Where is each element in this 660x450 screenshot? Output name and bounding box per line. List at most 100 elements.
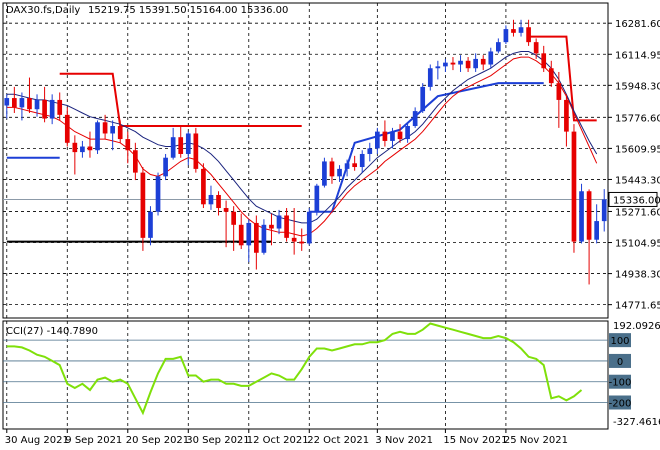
price-tick-label: 15948.30 bbox=[615, 81, 660, 92]
candle-body bbox=[155, 176, 161, 212]
time-tick-label: 3 Nov 2021 bbox=[375, 435, 433, 446]
candles bbox=[4, 19, 607, 285]
candle-body bbox=[72, 142, 78, 153]
candle-body bbox=[27, 98, 32, 110]
cci-level-label: 100 bbox=[610, 336, 629, 347]
grid bbox=[3, 3, 608, 429]
candle-body bbox=[586, 191, 592, 240]
candle-body bbox=[548, 68, 554, 84]
candle-body bbox=[170, 137, 176, 158]
price-tick-label: 15443.30 bbox=[615, 175, 660, 186]
chart-frame bbox=[2, 2, 609, 430]
candle-body bbox=[49, 99, 55, 119]
candle-body bbox=[571, 131, 577, 242]
candle-body bbox=[306, 211, 312, 244]
candle-body bbox=[261, 224, 267, 253]
candle-body bbox=[291, 237, 297, 242]
cci-level-box bbox=[609, 374, 631, 389]
price-tick-label: 16114.95 bbox=[615, 50, 660, 61]
level-red-step bbox=[528, 35, 597, 122]
candle-body bbox=[110, 126, 116, 134]
ohlc-readout: 15219.75 15391.50 15164.00 15336.00 bbox=[88, 5, 288, 16]
price-tick-label: 14771.65 bbox=[615, 301, 660, 312]
candle-body bbox=[337, 168, 342, 177]
candle-body bbox=[412, 111, 418, 127]
candle-body bbox=[322, 161, 327, 186]
candle-body bbox=[276, 215, 282, 229]
price-tick-label: 14938.30 bbox=[615, 270, 660, 281]
cci-min-label: -327.4616 bbox=[613, 417, 660, 428]
cci-panel: 100 0 -100 -200 192.0926 -327.4616 bbox=[3, 321, 660, 428]
candle-body bbox=[533, 42, 539, 54]
candle-body bbox=[193, 133, 199, 169]
candle-body bbox=[102, 122, 108, 134]
candle-body bbox=[246, 222, 252, 246]
candle-body bbox=[284, 215, 289, 238]
candle-body bbox=[397, 131, 403, 140]
candle-body bbox=[231, 211, 237, 225]
candle-body bbox=[344, 163, 350, 169]
candle-body bbox=[64, 114, 70, 143]
cci-level-box bbox=[609, 353, 631, 368]
cci-level-label: -200 bbox=[609, 399, 632, 410]
candle-body bbox=[352, 163, 358, 168]
candle-body bbox=[223, 208, 229, 212]
candle-body bbox=[458, 60, 463, 65]
candle-body bbox=[132, 150, 138, 173]
candle-body bbox=[465, 60, 471, 69]
price-tick-label: 15776.60 bbox=[615, 113, 660, 124]
cci-level-box bbox=[609, 333, 631, 348]
candle-body bbox=[148, 211, 153, 238]
candle-body bbox=[80, 146, 85, 153]
candle-body bbox=[526, 27, 531, 43]
candle-body bbox=[87, 146, 93, 151]
candle-body bbox=[473, 58, 479, 69]
candle-body bbox=[34, 99, 40, 110]
candle-body bbox=[329, 161, 335, 177]
time-tick-label: 30 Aug 2021 bbox=[5, 435, 69, 446]
candle-body bbox=[495, 42, 501, 52]
candle-body bbox=[390, 131, 395, 141]
candle-body bbox=[201, 168, 206, 205]
level-resistance-high bbox=[59, 72, 302, 127]
candle-body bbox=[488, 51, 494, 65]
candle-body bbox=[511, 29, 516, 33]
current-price-label: 15336.00 bbox=[613, 195, 660, 206]
candle-body bbox=[579, 191, 584, 242]
symbol-label: DAX30.fs,Daily bbox=[6, 5, 80, 16]
candle-body bbox=[11, 98, 17, 108]
candle-body bbox=[443, 62, 448, 67]
candle-body bbox=[450, 62, 456, 65]
price-tick-label: 15271.60 bbox=[615, 207, 660, 218]
candle-body bbox=[556, 83, 562, 100]
candle-body bbox=[601, 199, 607, 222]
candle-body bbox=[19, 98, 25, 108]
cci-line bbox=[6, 322, 583, 416]
candle-body bbox=[125, 139, 131, 151]
time-tick-label: 15 Nov 2021 bbox=[443, 435, 507, 446]
level-trend-step bbox=[309, 82, 544, 213]
cci-level-box bbox=[609, 395, 631, 410]
time-tick-label: 30 Sep 2021 bbox=[186, 435, 249, 446]
candle-body bbox=[57, 99, 63, 115]
candle-body bbox=[140, 172, 146, 238]
candle-body bbox=[480, 58, 486, 65]
current-price-box bbox=[608, 191, 658, 207]
candle-body bbox=[208, 194, 214, 205]
candle-body bbox=[253, 222, 259, 253]
time-tick-label: 9 Sep 2021 bbox=[65, 435, 122, 446]
candle-body bbox=[42, 99, 47, 119]
candle-body bbox=[594, 221, 600, 240]
candle-body bbox=[382, 131, 388, 141]
candle-body bbox=[435, 66, 441, 69]
cci-max-label: 192.0926 bbox=[613, 321, 660, 332]
candle-body bbox=[405, 126, 410, 140]
candle-body bbox=[420, 86, 426, 112]
price-tick-label: 15609.95 bbox=[615, 144, 660, 155]
cci-title: CCI(27) -140.7890 bbox=[6, 326, 98, 337]
price-panel-border bbox=[2, 2, 609, 319]
candle-body bbox=[269, 224, 274, 229]
